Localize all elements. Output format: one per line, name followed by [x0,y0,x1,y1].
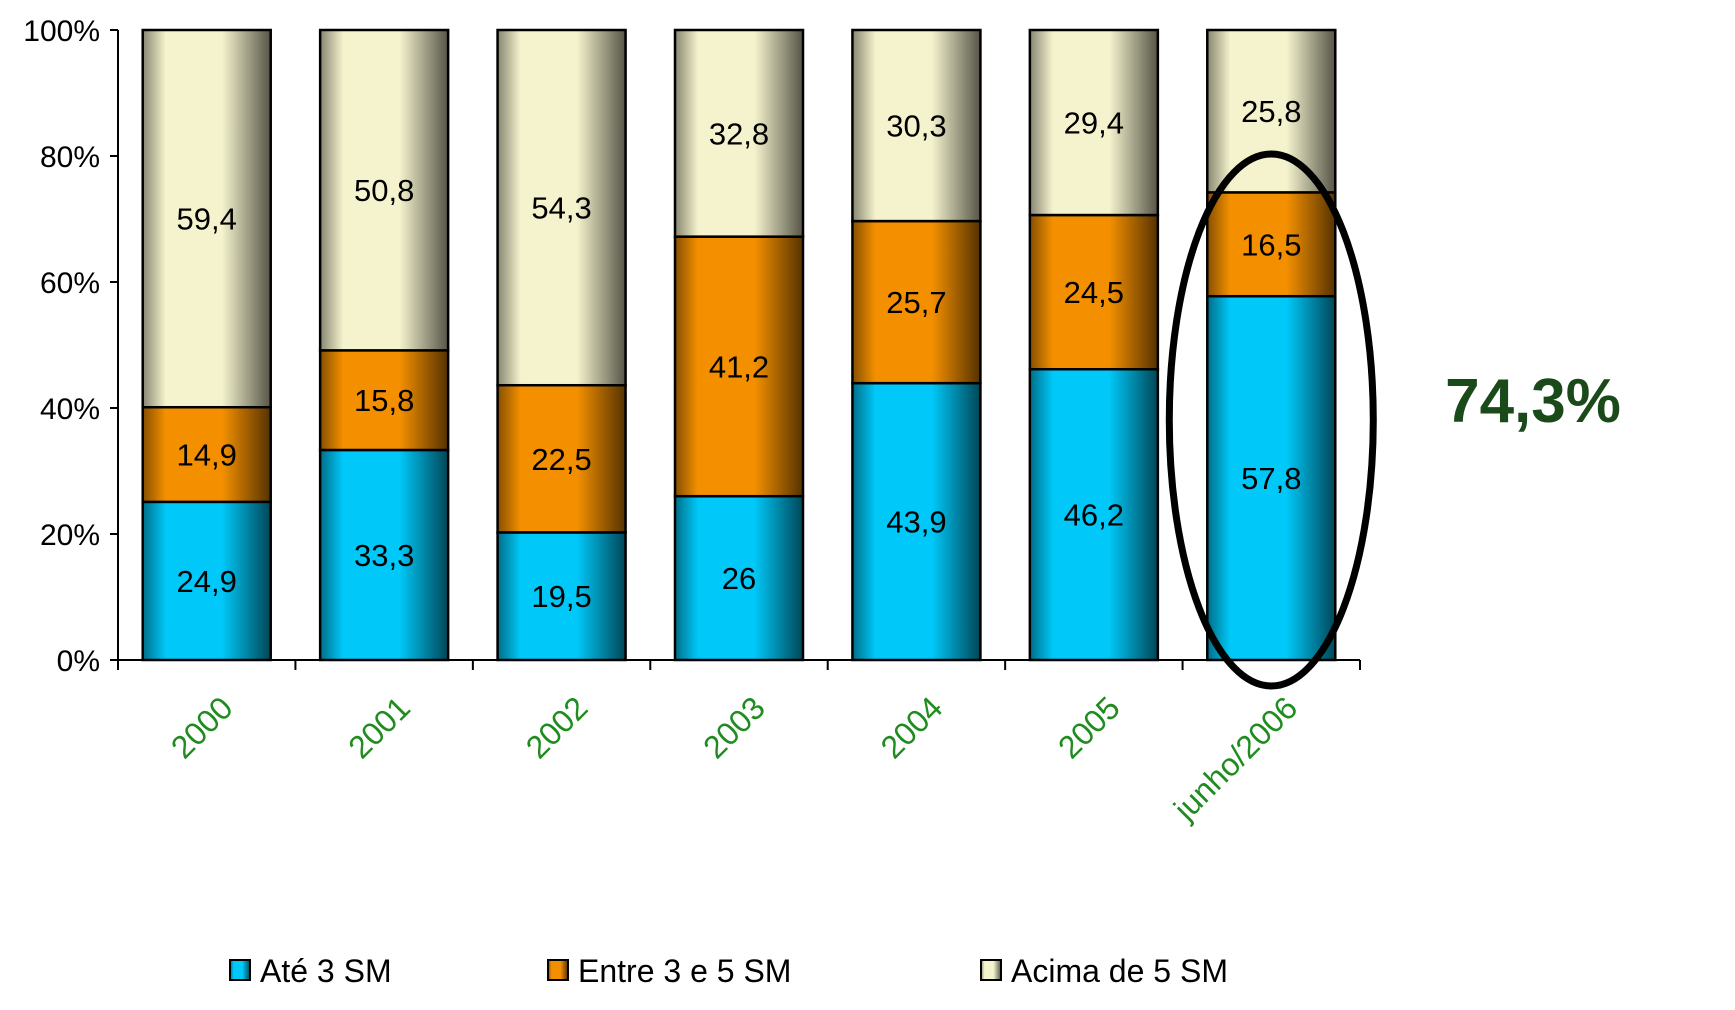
bar-acima-de-5-sm-2000 [141,28,272,409]
bars-group [141,28,1337,662]
legend-label-acima-de-5-sm: Acima de 5 SM [1011,953,1228,989]
bar-acima-de-5-sm-2002 [496,28,627,387]
y-tick-label: 80% [40,141,100,174]
bar-entre-3-e-5-sm-2003 [673,235,805,498]
y-tick-label: 0% [57,645,100,678]
data-label-ate-3-sm-2003: 26 [722,561,756,596]
data-label-entre-3-e-5-sm-2003: 41,2 [709,349,769,384]
data-label-entre-3-e-5-sm-2005: 24,5 [1064,275,1124,310]
y-tick-label: 20% [40,519,100,552]
data-label-ate-3-sm-junho-2006: 57,8 [1241,461,1301,496]
highlight-ellipse [1165,150,1377,690]
data-label-ate-3-sm-2000: 24,9 [177,564,237,599]
data-label-ate-3-sm-2004: 43,9 [886,505,946,540]
bar-entre-3-e-5-sm-2005 [1028,213,1160,371]
data-label-entre-3-e-5-sm-2001: 15,8 [354,383,414,418]
bar-acima-de-5-sm-2005 [1028,28,1160,217]
data-label-entre-3-e-5-sm-2002: 22,5 [531,442,591,477]
data-label-ate-3-sm-2002: 19,5 [531,579,591,614]
annotation-text: 74,3% [1445,367,1621,436]
x-tick-label-2004: 2004 [874,689,950,765]
bar-entre-3-e-5-sm-2001 [318,349,450,452]
bar-ate-3-sm-2001 [318,448,450,662]
bar-ate-3-sm-2000 [141,500,272,662]
data-label-acima-de-5-sm-junho-2006: 25,8 [1241,94,1301,129]
segment-labels-group: 24,9 14,9 59,4 33,3 15,8 50,8 19,5 22,5 54,3 26 41… [177,94,1302,614]
y-tick-label: 100% [23,15,100,48]
x-tick-label-2003: 2003 [696,689,772,765]
data-label-acima-de-5-sm-2000: 59,4 [177,202,237,237]
legend-label-entre-3-e-5-sm: Entre 3 e 5 SM [578,953,791,989]
data-label-ate-3-sm-2001: 33,3 [354,538,414,573]
bar-acima-de-5-sm-2003 [673,28,805,238]
data-label-entre-3-e-5-sm-junho-2006: 16,5 [1241,227,1301,262]
y-tick-label: 60% [40,267,100,300]
data-label-ate-3-sm-2005: 46,2 [1064,498,1124,533]
bar-entre-3-e-5-sm-2000 [141,405,272,504]
legend-swatch-ate-3-sm [229,959,251,981]
data-label-acima-de-5-sm-2001: 50,8 [354,173,414,208]
bar-entre-3-e-5-sm-junho-2006 [1206,191,1337,298]
bar-acima-de-5-sm-2001 [318,28,450,352]
data-label-entre-3-e-5-sm-2004: 25,7 [886,285,946,320]
bar-ate-3-sm-2003 [673,494,805,662]
data-label-acima-de-5-sm-2005: 29,4 [1064,106,1124,141]
legend-swatch-acima-de-5-sm [980,959,1002,981]
data-label-entre-3-e-5-sm-2000: 14,9 [177,438,237,473]
legend-label-ate-3-sm: Até 3 SM [260,953,392,989]
bar-acima-de-5-sm-junho-2006 [1206,28,1337,194]
x-tick-label-2005: 2005 [1051,689,1127,765]
legend: Até 3 SM Entre 3 e 5 SM Acima de 5 SM [229,953,1228,989]
bar-ate-3-sm-junho-2006 [1206,294,1337,662]
y-tick-label: 40% [40,393,100,426]
x-tick-label-2000: 2000 [164,689,240,765]
x-tick-label-junho-2006: junho/2006 [1166,689,1304,827]
legend-swatch-entre-3-e-5-sm [547,959,569,981]
bar-acima-de-5-sm-2004 [851,28,982,223]
bar-ate-3-sm-2005 [1028,367,1160,662]
x-tick-label-2001: 2001 [341,689,417,765]
data-label-acima-de-5-sm-2003: 32,8 [709,116,769,151]
data-label-acima-de-5-sm-2004: 30,3 [886,109,946,144]
data-label-acima-de-5-sm-2002: 54,3 [531,191,591,226]
x-tick-label-2002: 2002 [519,689,595,765]
bar-entre-3-e-5-sm-2002 [496,383,627,534]
